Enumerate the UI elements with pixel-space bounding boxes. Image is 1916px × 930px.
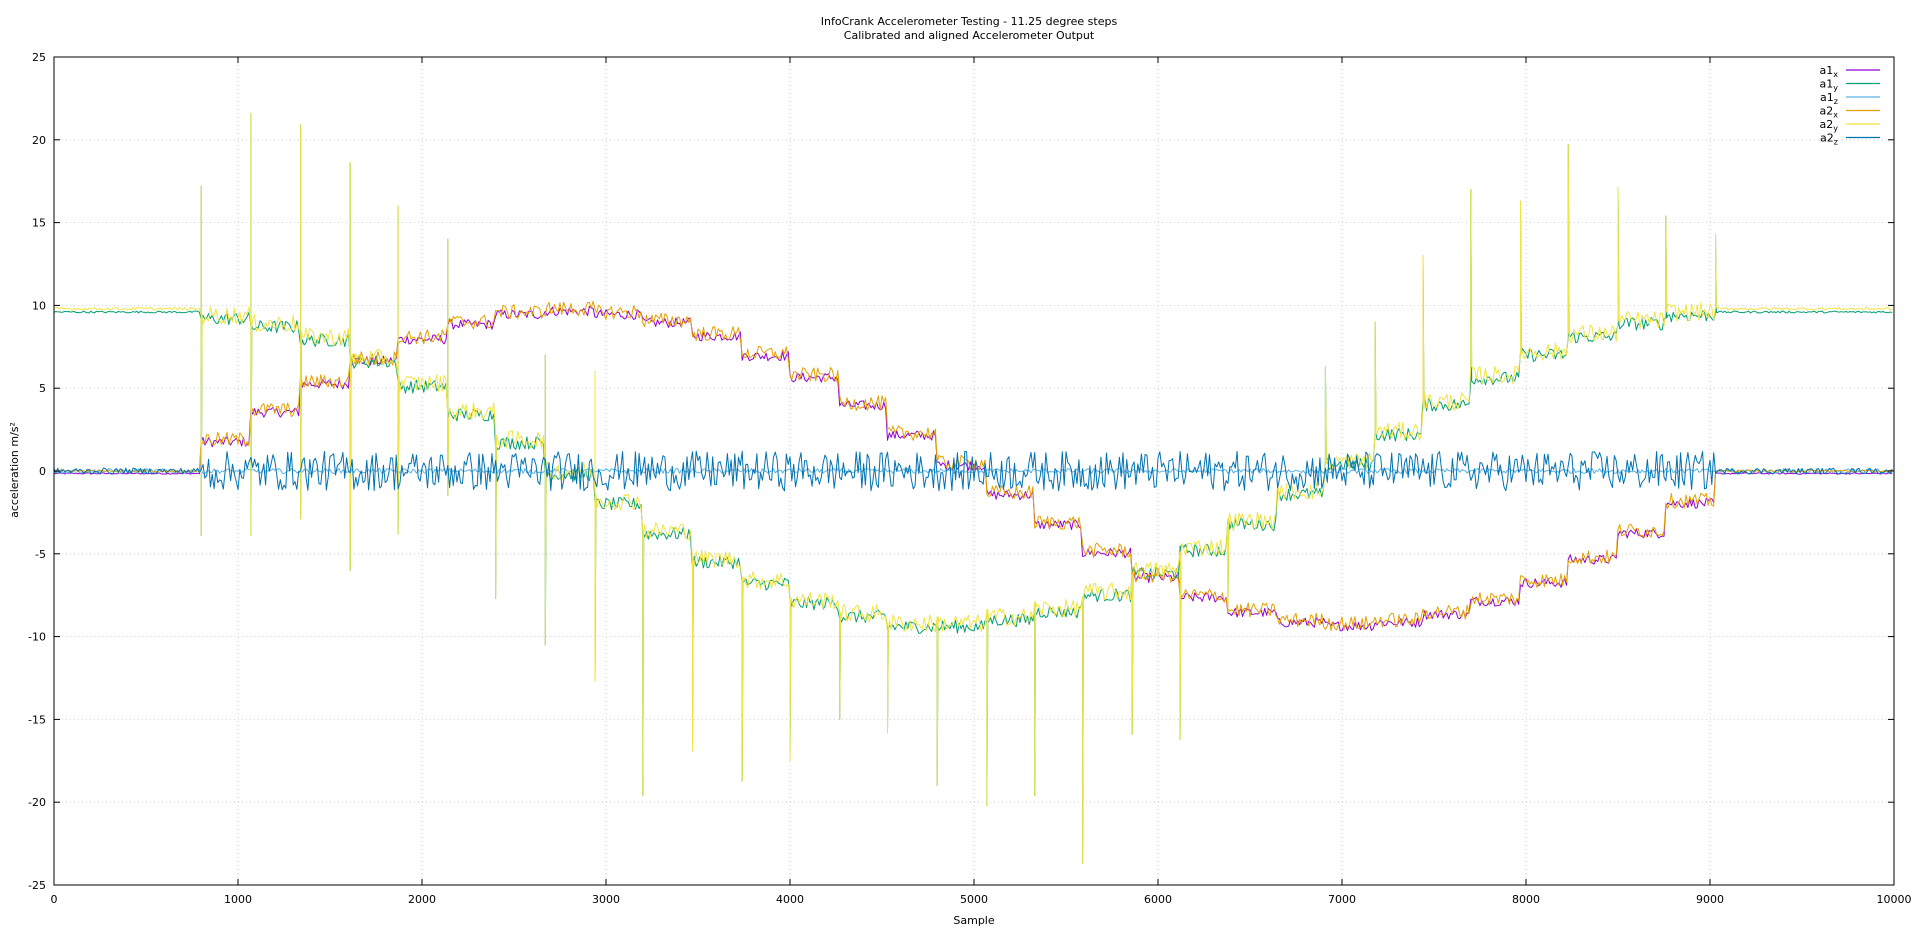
y-tick-label: -25 bbox=[28, 879, 46, 892]
x-tick-label: 9000 bbox=[1696, 893, 1724, 906]
legend-label: a1x bbox=[1820, 64, 1839, 79]
series-line-a2y bbox=[54, 112, 1893, 864]
x-tick-label: 0 bbox=[51, 893, 58, 906]
x-tick-label: 4000 bbox=[776, 893, 804, 906]
series-line-a1y bbox=[54, 112, 1893, 864]
legend-label: a2x bbox=[1820, 105, 1839, 120]
x-tick-label: 7000 bbox=[1328, 893, 1356, 906]
x-tick-label: 2000 bbox=[408, 893, 436, 906]
y-tick-label: -5 bbox=[35, 548, 46, 561]
chart-title: InfoCrank Accelerometer Testing - 11.25 … bbox=[821, 15, 1118, 28]
y-tick-label: 20 bbox=[32, 134, 46, 147]
x-tick-label: 3000 bbox=[592, 893, 620, 906]
y-tick-label: 10 bbox=[32, 299, 46, 312]
y-tick-label: 25 bbox=[32, 51, 46, 64]
legend-label: a2y bbox=[1820, 118, 1839, 133]
legend-label: a2z bbox=[1820, 132, 1838, 147]
y-tick-label: -10 bbox=[28, 631, 46, 644]
y-tick-label: 0 bbox=[39, 465, 46, 478]
legend-label: a1z bbox=[1820, 91, 1838, 106]
y-axis-label: acceleration m/s² bbox=[8, 422, 21, 518]
y-axis: -25 -20 -15 -10 -5 0 5 10 15 20 25 bbox=[28, 51, 1894, 892]
chart-subtitle: Calibrated and aligned Accelerometer Out… bbox=[844, 29, 1095, 42]
x-tick-label: 8000 bbox=[1512, 893, 1540, 906]
plot-area bbox=[54, 112, 1893, 864]
grid bbox=[54, 57, 1894, 885]
x-axis: 0 1000 2000 3000 4000 5000 6000 7000 8000 9000 100… bbox=[51, 57, 1912, 906]
x-tick-label: 6000 bbox=[1144, 893, 1172, 906]
y-tick-label: -20 bbox=[28, 796, 46, 809]
x-tick-label: 1000 bbox=[224, 893, 252, 906]
legend-label: a1y bbox=[1820, 78, 1839, 93]
x-tick-label: 5000 bbox=[960, 893, 988, 906]
x-axis-label: Sample bbox=[953, 914, 994, 927]
series-line-a2z bbox=[54, 450, 1893, 492]
x-tick-label: 10000 bbox=[1877, 893, 1912, 906]
y-tick-label: 5 bbox=[39, 382, 46, 395]
y-tick-label: 15 bbox=[32, 217, 46, 230]
y-tick-label: -15 bbox=[28, 713, 46, 726]
